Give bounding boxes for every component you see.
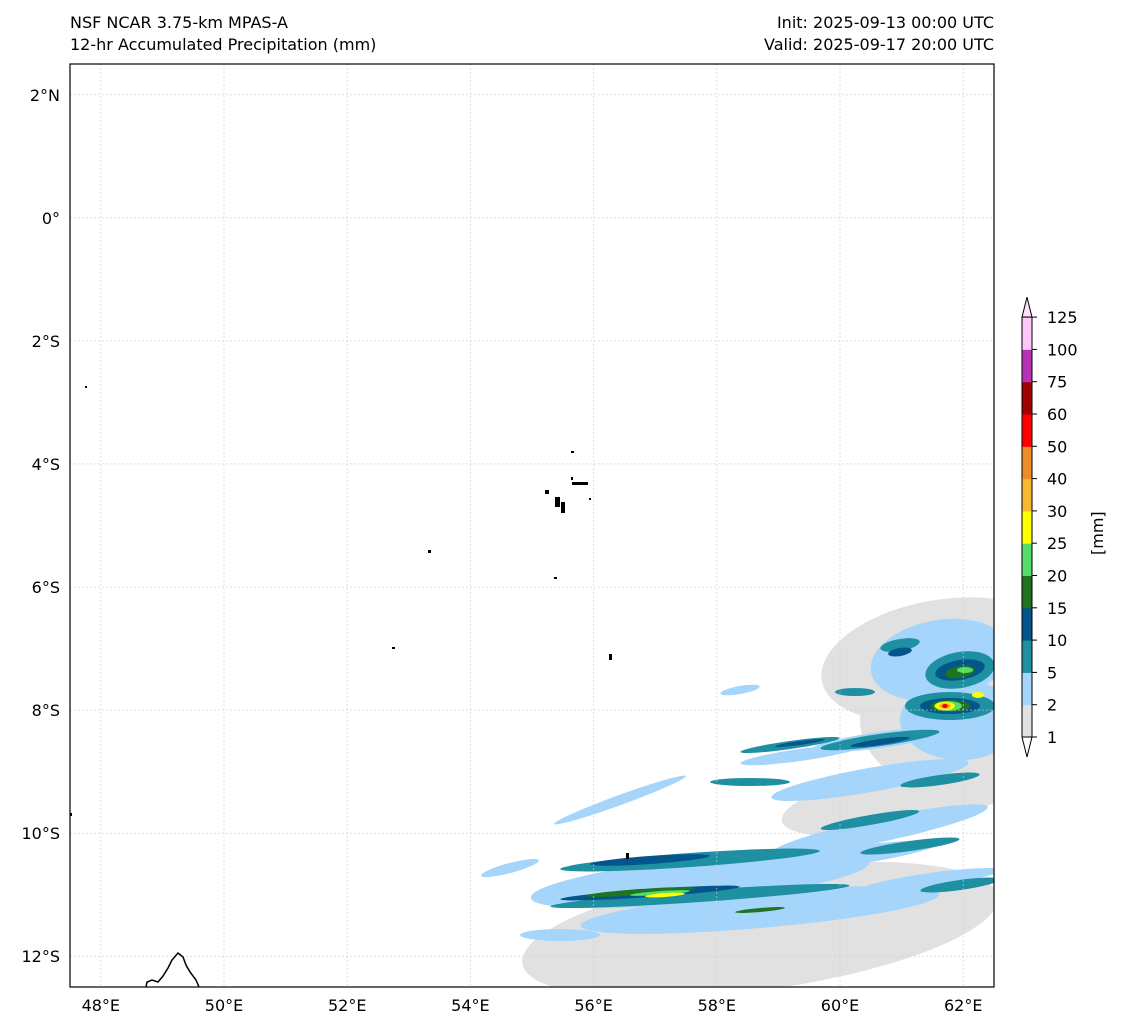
- colorbar-segment: [1022, 640, 1032, 673]
- precip-contour: [710, 778, 790, 786]
- colorbar-tick-label: 25: [1047, 534, 1067, 553]
- colorbar-tick-label: 1: [1047, 728, 1057, 747]
- seychelles-islands: [70, 386, 629, 859]
- colorbar-tick-label: 30: [1047, 502, 1067, 521]
- colorbar-segment: [1022, 543, 1032, 576]
- precip-contour: [957, 667, 973, 673]
- colorbar-tick-label: 75: [1047, 373, 1067, 392]
- colorbar-segment: [1022, 349, 1032, 383]
- colorbar-tick-label: 100: [1047, 340, 1078, 359]
- precip-contour: [920, 877, 994, 893]
- madagascar-coast: [145, 951, 200, 987]
- precip-contour: [860, 837, 960, 855]
- axis-ticks: 48°E 50°E 52°E 54°E 56°E 58°E 60°E 62°E 2°N 0° 2°S…: [21, 86, 982, 1015]
- precip-field: [480, 597, 994, 987]
- precip-contour: [860, 868, 994, 892]
- lat-tick-label: 10°S: [21, 824, 60, 843]
- lon-tick-label: 60°E: [821, 996, 859, 1015]
- lon-tick-label: 50°E: [205, 996, 243, 1015]
- precip-contour: [735, 907, 785, 913]
- lon-tick-label: 54°E: [451, 996, 489, 1015]
- colorbar-segment: [1022, 672, 1032, 706]
- precip-contour: [835, 688, 875, 696]
- colorbar-tick-label: 15: [1047, 599, 1067, 618]
- lon-tick-label: 58°E: [698, 996, 736, 1015]
- colorbar-segment: [1022, 478, 1032, 512]
- colorbar-tick-label: 50: [1047, 437, 1067, 456]
- lon-tick-label: 48°E: [82, 996, 120, 1015]
- colorbar-segment: [1022, 381, 1032, 415]
- colorbar-tick-label: 2: [1047, 696, 1057, 715]
- precip-contour: [550, 883, 850, 909]
- valid-time: Valid: 2025-09-17 20:00 UTC: [763, 35, 994, 54]
- lat-tick-label: 12°S: [21, 947, 60, 966]
- colorbar-tick-label: 125: [1047, 308, 1078, 327]
- precip-contour: [720, 684, 760, 696]
- precip-contour: [480, 858, 540, 878]
- precip-contour: [645, 892, 685, 898]
- precip-contour: [900, 680, 994, 760]
- title-right: Init: 2025-09-13 00:00 UTC Valid: 2025-0…: [764, 12, 994, 56]
- colorbar-tick-label: 5: [1047, 663, 1057, 682]
- precip-contour: [888, 647, 912, 657]
- title-left: NSF NCAR 3.75-km MPAS-A 12-hr Accumulate…: [70, 12, 376, 56]
- precip-contour: [630, 890, 690, 896]
- precip-contour: [554, 775, 686, 825]
- precip-contour: [820, 810, 920, 830]
- precip-contour: [771, 758, 969, 802]
- colorbar-over-extension: [1021, 296, 1033, 318]
- colorbar-tick-label: 10: [1047, 631, 1067, 650]
- model-title: NSF NCAR 3.75-km MPAS-A: [70, 13, 288, 32]
- lat-tick-label: 2°N: [30, 86, 60, 105]
- lat-tick-label: 4°S: [32, 455, 60, 474]
- colorbar-outline: [1021, 316, 1033, 738]
- precip-contour: [585, 887, 695, 897]
- precip-contour: [530, 932, 770, 987]
- colorbar-unit-label: [mm]: [1088, 511, 1107, 555]
- colorbar-segment: [1022, 414, 1032, 447]
- precip-contour: [900, 772, 980, 788]
- precip-contour: [775, 738, 825, 748]
- colorbar-segment: [1022, 575, 1032, 609]
- precip-contour: [972, 692, 984, 698]
- precip-contour: [590, 854, 710, 866]
- lat-tick-label: 0°: [42, 209, 60, 228]
- colorbar-tick-label: 20: [1047, 567, 1067, 586]
- lon-tick-label: 52°E: [328, 996, 366, 1015]
- colorbar-segment: [1022, 317, 1032, 350]
- precip-contour: [850, 736, 910, 748]
- lon-tick-label: 62°E: [944, 996, 982, 1015]
- colorbar-segment: [1022, 446, 1032, 480]
- field-title: 12-hr Accumulated Precipitation (mm): [70, 35, 377, 54]
- precip-contour: [781, 763, 994, 837]
- precip-contour: [520, 929, 600, 941]
- colorbar-segment: [1022, 704, 1032, 738]
- init-time: Init: 2025-09-13 00:00 UTC: [776, 13, 994, 32]
- precip-contour: [942, 704, 948, 708]
- colorbar-tick-label: 60: [1047, 405, 1067, 424]
- lat-tick-label: 8°S: [32, 701, 60, 720]
- gridlines: [70, 64, 994, 987]
- coastlines: [70, 386, 629, 987]
- lon-tick-label: 56°E: [574, 996, 612, 1015]
- lat-tick-label: 2°S: [32, 332, 60, 351]
- colorbar-under-extension: [1021, 736, 1033, 758]
- precip-contour: [772, 804, 988, 856]
- colorbar-segment: [1022, 607, 1032, 641]
- colorbar-segment: [1022, 510, 1032, 544]
- map-frame: [69, 63, 995, 988]
- lat-tick-label: 6°S: [32, 578, 60, 597]
- colorbar-tick-label: 40: [1047, 470, 1067, 489]
